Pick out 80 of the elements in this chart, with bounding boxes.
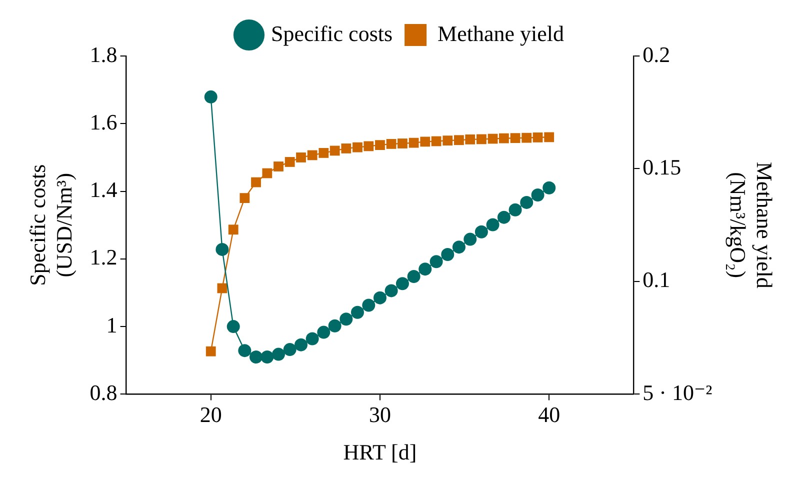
point [408,138,419,148]
point [283,343,296,356]
y2-tick-label: 0.1 [642,267,670,292]
point [272,348,286,361]
point [352,142,362,152]
point [240,193,250,203]
point [217,283,228,294]
point [522,132,532,143]
point [307,150,318,160]
x-tick-label: 30 [368,402,391,428]
point [544,132,554,142]
point [488,134,498,144]
point [531,188,544,202]
point [430,255,443,268]
y-tick-label: 0.8 [90,380,118,405]
point [262,168,272,178]
y-tick-label: 1.4 [90,177,118,202]
point [407,270,420,284]
point [328,319,342,332]
point [454,135,464,146]
point [431,136,442,146]
point [216,242,229,256]
legend-label: Methane yield [438,20,564,46]
point [373,291,386,304]
point [532,132,543,142]
point [306,332,319,346]
point [452,240,466,254]
point [375,140,385,150]
point [396,277,409,290]
point [510,133,520,144]
point [520,196,534,209]
point [441,248,454,262]
point [284,157,295,167]
point [364,141,374,152]
point [384,284,398,298]
y2-tick-label: 0.15 [642,154,682,180]
point [442,136,453,146]
point [420,136,430,147]
x-tick-label: 20 [200,402,222,428]
point [204,90,218,104]
point [330,146,340,156]
point [296,152,306,162]
point [465,134,476,144]
point [341,143,352,154]
point [294,338,308,352]
point [260,350,274,364]
point [486,218,500,232]
y-tick-label: 1.2 [90,244,118,270]
point [386,138,396,149]
point [418,262,432,276]
point [238,344,252,358]
point [499,133,509,144]
point [476,134,486,144]
point [542,181,556,194]
point [362,298,376,312]
point [274,162,284,172]
y2-axis-title: Methane yield (Nm³/kgO₂) [726,162,778,288]
legend-label: Specific costs [270,20,393,46]
y-tick-label: 1 [106,312,118,338]
y-tick-label: 1.6 [90,109,118,134]
x-axis-title: HRT [d] [343,440,417,465]
point [474,225,488,238]
point [464,232,477,246]
point [226,320,240,334]
point [497,210,510,224]
point [398,138,408,148]
point [340,312,353,326]
y2-tick-label: 0.2 [642,42,670,67]
point [228,224,238,235]
x-tick-label: 40 [538,402,560,428]
point [251,177,261,188]
point [206,346,216,356]
y-tick-label: 1.8 [90,42,118,67]
point [350,306,364,319]
point [317,326,330,339]
point [508,203,522,216]
point [318,148,329,158]
y-axis-title: Specific costs (USD/Nm³) [24,164,76,286]
point [250,350,263,364]
y2-tick-label: 5 · 10⁻² [642,380,713,405]
